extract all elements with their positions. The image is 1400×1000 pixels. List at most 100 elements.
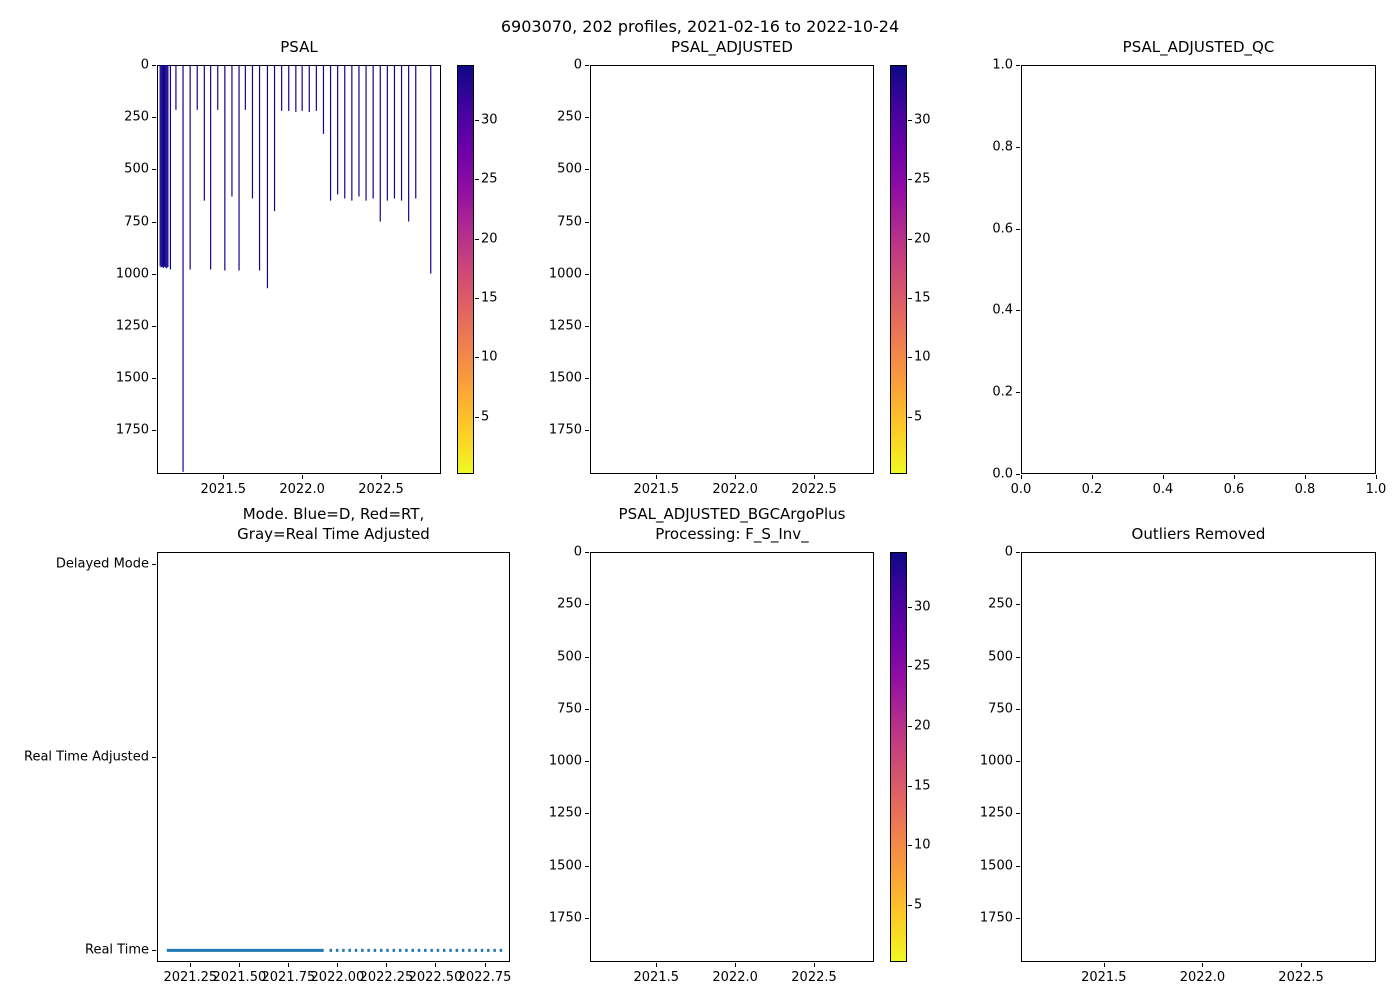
colorbar-psal_adjusted [890,65,907,474]
subplot-psal-adjusted-title: PSAL_ADJUSTED [671,37,793,56]
colorbar-tick-mark [908,785,912,787]
y-tick-label: 250 [557,109,582,125]
y-tick-label: 0.6 [992,221,1013,237]
figure-suptitle: 6903070, 202 profiles, 2021-02-16 to 202… [500,17,900,36]
x-tick-label: 0.4 [1152,482,1174,497]
y-tick-mark [585,169,589,171]
y-tick-label: 0 [1004,544,1013,560]
colorbar-tick-label: 15 [914,778,931,794]
y-tick-mark [152,757,156,758]
x-tick-mark [435,963,437,967]
y-tick-mark [585,221,589,223]
y-tick-label: 500 [124,161,149,177]
y-tick-mark [1016,865,1020,867]
y-tick-label: 750 [988,701,1013,717]
x-tick-mark [814,475,816,479]
y-tick-label: 1500 [979,858,1013,874]
y-tick-label: 1000 [548,753,582,769]
y-tick-label: 750 [557,701,582,717]
y-tick-mark [1016,474,1020,475]
x-tick-mark [1103,963,1105,967]
y-tick-mark [1016,656,1020,658]
y-tick-label: 0.8 [992,139,1013,155]
y-tick-mark [585,552,589,553]
y-tick-mark [585,604,589,606]
y-tick-mark [1016,392,1020,394]
y-tick-mark [1016,310,1020,312]
colorbar-tick-mark [908,845,912,847]
x-tick-mark [735,475,737,479]
y-tick-mark [585,865,589,867]
y-tick-label: Real Time Adjusted [24,749,149,765]
y-tick-label: 750 [124,214,149,229]
x-tick-label: 0.0 [1010,482,1032,497]
colorbar-tick-mark [908,119,912,121]
y-tick-mark [152,117,156,119]
subplot-psal-title: PSAL [280,37,318,56]
x-tick-label: 2022.25 [359,970,414,985]
x-tick-mark [1092,475,1093,479]
x-tick-mark [223,475,225,479]
colorbar-tick-label: 25 [914,658,931,674]
y-tick-label: 1750 [548,910,582,926]
y-tick-mark [585,813,589,815]
colorbar-tick-label: 30 [914,599,931,615]
colorbar-tick-mark [908,357,912,359]
x-tick-mark [337,963,339,967]
axes-psal_adjusted [590,65,874,474]
y-tick-mark [1016,918,1020,920]
y-tick-mark [585,378,589,379]
y-tick-mark [585,430,589,432]
subplot-psal-adjusted-bgc-title: PSAL_ADJUSTED_BGCArgoPlus Processing: F_… [618,505,846,543]
colorbar-tick-mark [475,238,479,240]
y-tick-label: 0.0 [992,466,1013,482]
x-tick-label: 0.2 [1081,482,1103,497]
y-tick-mark [152,169,156,171]
colorbar-tick-label: 20 [914,231,931,247]
x-tick-label: 2022.5 [1278,970,1324,985]
colorbar-tick-mark [908,298,912,300]
x-tick-mark [1202,963,1204,967]
colorbar-tick-label: 10 [481,349,498,365]
y-tick-label: 750 [557,214,582,229]
x-tick-mark [386,963,388,967]
y-tick-label: 1250 [548,318,582,334]
y-tick-label: 1000 [548,266,582,282]
y-tick-label: 1750 [548,422,582,438]
colorbar-tick-mark [908,238,912,240]
colorbar-tick-label: 5 [914,409,923,425]
y-tick-label: 500 [557,161,582,177]
y-tick-label: Delayed Mode [55,556,149,572]
plot-content-mode [166,948,503,952]
x-tick-label: 2021.5 [1081,970,1127,985]
y-tick-label: 1500 [548,370,582,386]
y-tick-mark [1016,146,1020,148]
y-tick-label: 0.4 [992,302,1013,318]
x-tick-label: 2022.0 [712,482,758,497]
colorbar-tick-label: 10 [914,837,931,853]
x-tick-label: 2022.0 [279,482,325,497]
x-tick-mark [1163,475,1164,479]
x-tick-label: 0.8 [1294,482,1316,497]
y-tick-mark [1016,552,1020,553]
y-tick-label: 1500 [548,858,582,874]
y-tick-label: 1250 [115,318,149,334]
colorbar-tick-label: 15 [481,290,498,306]
y-tick-label: 1500 [115,370,149,386]
x-tick-mark [381,475,383,479]
axes-outliers_removed [1021,552,1376,962]
y-tick-label: 250 [557,596,582,612]
y-tick-label: 1.0 [992,57,1013,73]
x-tick-mark [302,475,304,479]
y-tick-mark [585,708,589,710]
x-tick-mark [288,963,290,967]
colorbar-tick-mark [475,119,479,121]
axes-psal_adjusted_bgc [590,552,874,962]
x-tick-mark [484,963,486,967]
colorbar-tick-label: 5 [481,409,490,425]
x-tick-label: 2021.75 [261,970,316,985]
